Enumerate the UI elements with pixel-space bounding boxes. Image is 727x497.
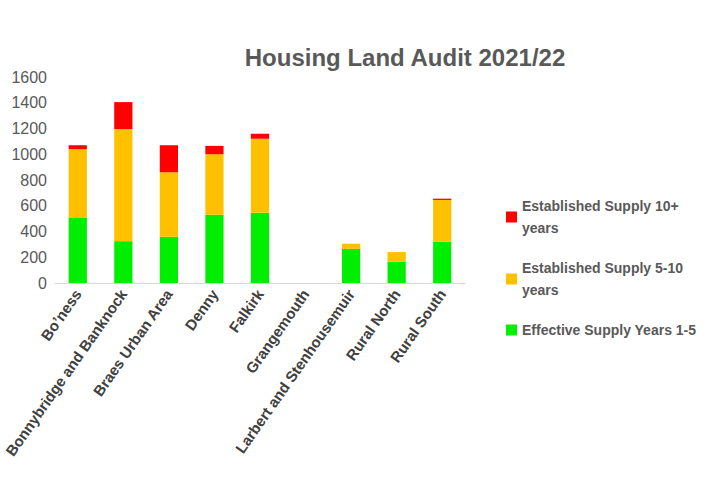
svg-text:200: 200 xyxy=(20,249,47,266)
svg-text:Rural North: Rural North xyxy=(342,286,404,364)
svg-text:400: 400 xyxy=(20,223,47,240)
svg-text:1200: 1200 xyxy=(11,120,47,137)
svg-text:Established Supply 10+: Established Supply 10+ xyxy=(522,198,683,214)
svg-text:Falkirk: Falkirk xyxy=(225,286,267,336)
svg-text:Larbert and Stenhousemuir: Larbert and Stenhousemuir xyxy=(232,286,358,456)
svg-text:600: 600 xyxy=(20,197,47,214)
svg-text:Braes Urban Area: Braes Urban Area xyxy=(90,286,177,400)
svg-text:Bo’ness: Bo’ness xyxy=(37,286,84,344)
svg-text:Effective Supply Years 1-5: Effective Supply Years 1-5 xyxy=(522,322,696,338)
svg-text:1400: 1400 xyxy=(11,94,47,111)
svg-text:Grangemouth: Grangemouth xyxy=(242,286,313,377)
svg-text:years: years xyxy=(522,282,559,298)
svg-text:0: 0 xyxy=(38,275,47,292)
svg-text:1000: 1000 xyxy=(11,146,47,163)
svg-text:1600: 1600 xyxy=(11,69,47,86)
svg-text:Housing Land Audit 2021/22: Housing Land Audit 2021/22 xyxy=(245,44,566,71)
svg-text:Bonnybridge and Banknock: Bonnybridge and Banknock xyxy=(2,286,131,459)
svg-text:Established Supply 5-10: Established Supply 5-10 xyxy=(522,260,687,276)
svg-text:years: years xyxy=(522,220,559,236)
svg-text:Rural South: Rural South xyxy=(386,286,449,365)
svg-text:800: 800 xyxy=(20,172,47,189)
svg-text:Denny: Denny xyxy=(181,286,222,334)
